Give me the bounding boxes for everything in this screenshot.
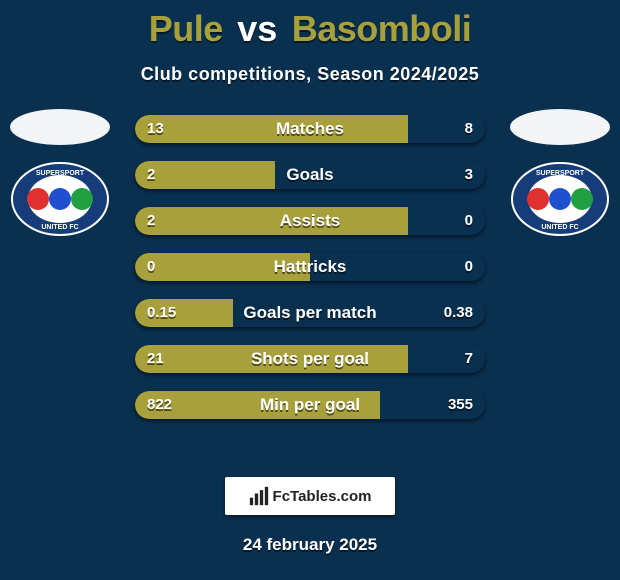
stat-row: 23Goals: [135, 161, 485, 189]
stat-row: 20Assists: [135, 207, 485, 235]
player2-column: SUPERSPORT UNITED FC: [500, 109, 620, 247]
stat-row: 217Shots per goal: [135, 345, 485, 373]
date: 24 february 2025: [0, 535, 620, 555]
player2-club-badge: SUPERSPORT UNITED FC: [510, 161, 610, 247]
brand-badge[interactable]: FcTables.com: [225, 477, 395, 515]
stat-row: 138Matches: [135, 115, 485, 143]
title: Pule vs Basomboli: [0, 0, 620, 50]
subtitle: Club competitions, Season 2024/2025: [0, 64, 620, 85]
stat-value-player2: 0: [453, 253, 485, 281]
stat-value-player1: 0: [135, 253, 167, 281]
title-vs: vs: [237, 8, 277, 49]
stat-value-player2: 3: [453, 161, 485, 189]
svg-text:UNITED FC: UNITED FC: [541, 224, 578, 231]
stat-value-player2: 355: [436, 391, 485, 419]
stat-value-player1: 21: [135, 345, 176, 373]
brand-text: FcTables.com: [273, 488, 372, 505]
title-player1: Pule: [149, 8, 223, 49]
stat-value-player1: 822: [135, 391, 184, 419]
stat-value-player1: 0.15: [135, 299, 188, 327]
player1-silhouette: [10, 109, 110, 145]
stat-row: 00Hattricks: [135, 253, 485, 281]
player1-club-badge: SUPERSPORT UNITED FC: [10, 161, 110, 247]
stat-bar-player1: [135, 345, 408, 373]
club-badge-icon: SUPERSPORT UNITED FC: [10, 161, 110, 247]
stat-bar-player1: [135, 115, 408, 143]
stat-row: 0.150.38Goals per match: [135, 299, 485, 327]
comparison-area: SUPERSPORT UNITED FC SUPERSPORT UNITED F…: [0, 115, 620, 455]
svg-text:SUPERSPORT: SUPERSPORT: [36, 170, 85, 177]
title-player2: Basomboli: [292, 8, 472, 49]
stat-value-player2: 8: [453, 115, 485, 143]
stat-value-player1: 13: [135, 115, 176, 143]
player2-silhouette: [510, 109, 610, 145]
svg-text:UNITED FC: UNITED FC: [41, 224, 78, 231]
stat-bar-player1: [135, 207, 408, 235]
stat-value-player2: 0.38: [432, 299, 485, 327]
svg-text:SUPERSPORT: SUPERSPORT: [536, 170, 585, 177]
stat-value-player1: 2: [135, 161, 167, 189]
player1-column: SUPERSPORT UNITED FC: [0, 109, 120, 247]
stat-value-player2: 0: [453, 207, 485, 235]
stat-value-player2: 7: [453, 345, 485, 373]
brand-chart-icon: [249, 486, 269, 506]
stat-bars: 138Matches23Goals20Assists00Hattricks0.1…: [135, 115, 485, 419]
stat-value-player1: 2: [135, 207, 167, 235]
club-badge-icon: SUPERSPORT UNITED FC: [510, 161, 610, 247]
stat-row: 822355Min per goal: [135, 391, 485, 419]
